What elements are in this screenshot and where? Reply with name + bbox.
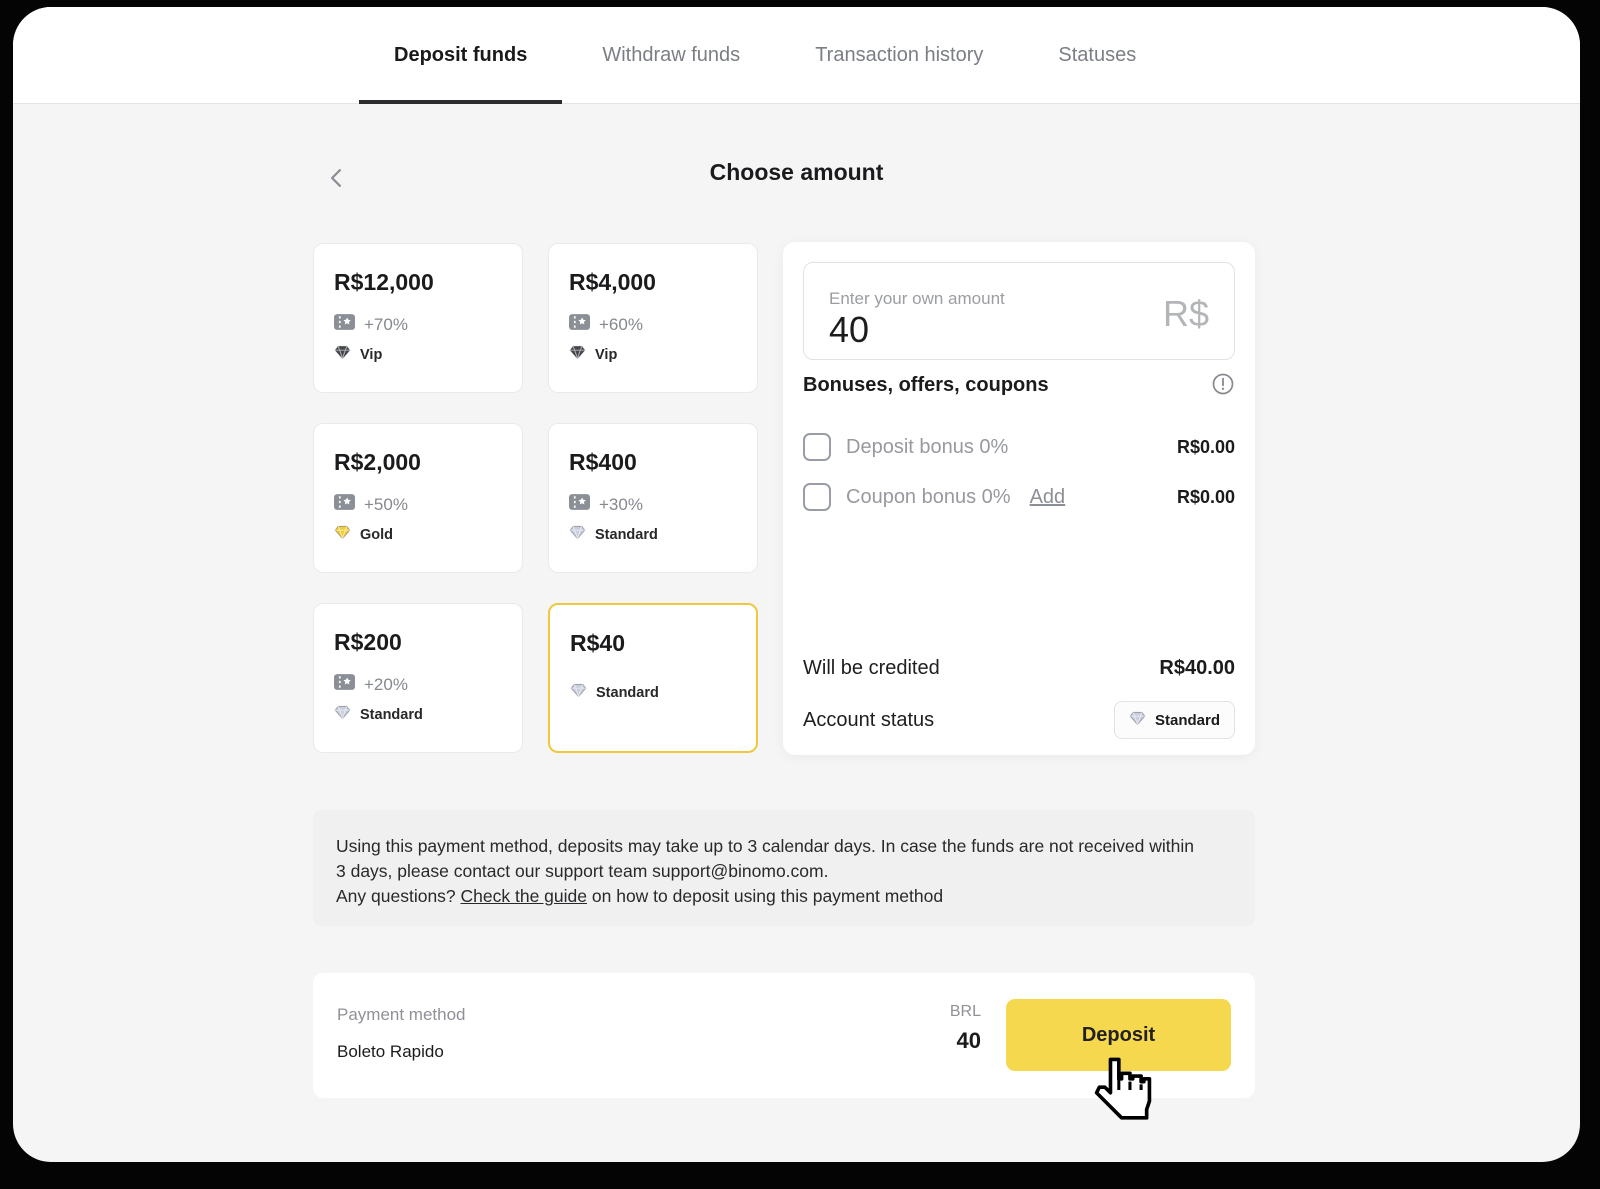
currency-symbol: R$ <box>1162 293 1209 334</box>
credited-value: R$40.00 <box>1159 656 1235 679</box>
own-amount-label: Enter your own amount <box>829 289 1005 308</box>
card-amount: R$2,000 <box>334 449 421 475</box>
notice-text: Using this payment method, deposits may … <box>336 836 1194 881</box>
info-icon[interactable] <box>1211 372 1235 396</box>
tab-bar: Deposit funds Withdraw funds Transaction… <box>13 7 1580 104</box>
notice-question: Any questions? <box>336 886 461 906</box>
diamond-icon <box>334 525 351 541</box>
account-status-badge: Standard <box>1113 701 1235 739</box>
deposit-bonus-checkbox[interactable] <box>803 433 831 461</box>
coupon-bonus-amount: R$0.00 <box>1176 486 1235 507</box>
diamond-icon <box>570 683 587 699</box>
bonus-ticket-icon <box>334 314 355 330</box>
total-amount: 40 <box>956 1028 981 1053</box>
account-status-label: Account status <box>803 708 935 731</box>
tab-withdraw-funds[interactable]: Withdraw funds <box>602 44 741 66</box>
tab-transaction-history[interactable]: Transaction history <box>815 44 984 66</box>
credited-label: Will be credited <box>803 656 940 679</box>
card-bonus: +70% <box>364 314 408 334</box>
own-amount-box[interactable]: Enter your own amount R$ <box>803 262 1235 360</box>
account-status-value: Standard <box>1154 711 1220 729</box>
card-status: Gold <box>360 526 394 543</box>
bonus-ticket-icon <box>569 494 590 510</box>
bonuses-title: Bonuses, offers, coupons <box>803 374 1049 396</box>
card-amount: R$4,000 <box>569 269 656 295</box>
page-title: Choose amount <box>709 159 884 185</box>
bonus-ticket-icon <box>334 494 355 510</box>
coupon-bonus-label: Coupon bonus 0% <box>846 485 1011 508</box>
card-amount: R$12,000 <box>334 269 434 295</box>
card-amount: R$400 <box>569 449 637 475</box>
card-bonus: +20% <box>364 674 408 694</box>
payment-method-value: Boleto Rapido <box>337 1042 444 1061</box>
card-status: Standard <box>360 706 423 723</box>
coupon-add-link[interactable]: Add <box>1029 485 1066 508</box>
own-amount-input[interactable] <box>829 309 1089 351</box>
card-amount: R$200 <box>334 629 402 655</box>
chevron-left-icon <box>331 169 341 187</box>
deposit-bonus-amount: R$0.00 <box>1176 436 1235 457</box>
amount-card-40-selected[interactable]: R$40 Standard <box>548 603 758 753</box>
deposit-bonus-label: Deposit bonus 0% <box>846 435 1009 458</box>
deposit-window: Deposit funds Withdraw funds Transaction… <box>13 7 1580 1162</box>
total-amount-block: BRL 40 <box>950 1003 981 1054</box>
diamond-icon <box>569 345 586 361</box>
payment-notice: Using this payment method, deposits may … <box>313 810 1255 926</box>
card-status: Standard <box>596 684 659 701</box>
diamond-icon <box>334 345 351 361</box>
currency-code: BRL <box>949 1003 981 1020</box>
payment-footer-bar: Payment method Boleto Rapido BRL 40 Depo… <box>313 973 1255 1098</box>
coupon-bonus-checkbox[interactable] <box>803 483 831 511</box>
diamond-icon <box>334 705 351 721</box>
card-bonus: +30% <box>599 494 643 514</box>
amount-card-grid: R$12,000 +70% Vip R$4,000 +60% Vip R$2,0… <box>313 243 758 753</box>
tab-statuses[interactable]: Statuses <box>1058 44 1137 66</box>
card-bonus: +60% <box>599 314 643 334</box>
account-status-row: Account status Standard <box>803 700 1235 740</box>
payment-method-label: Payment method <box>337 1005 466 1024</box>
card-status: Vip <box>360 346 383 363</box>
amount-card-4000[interactable]: R$4,000 +60% Vip <box>548 243 758 393</box>
amount-card-2000[interactable]: R$2,000 +50% Gold <box>313 423 523 573</box>
diamond-icon <box>569 525 586 541</box>
amount-card-12000[interactable]: R$12,000 +70% Vip <box>313 243 523 393</box>
amount-card-400[interactable]: R$400 +30% Standard <box>548 423 758 573</box>
card-bonus: +50% <box>364 494 408 514</box>
deposit-button[interactable]: Deposit <box>1006 999 1231 1071</box>
amount-card-200[interactable]: R$200 +20% Standard <box>313 603 523 753</box>
credited-row: Will be credited R$40.00 <box>803 654 1235 682</box>
check-the-guide-link[interactable]: Check the guide <box>460 886 588 906</box>
card-status: Standard <box>595 526 658 543</box>
back-button[interactable] <box>323 165 349 191</box>
bonus-ticket-icon <box>334 674 355 690</box>
deposit-bonus-row: Deposit bonus 0% R$0.00 <box>803 431 1235 463</box>
bonus-ticket-icon <box>569 314 590 330</box>
tab-deposit-funds[interactable]: Deposit funds <box>358 7 563 104</box>
notice-suffix: on how to deposit using this payment met… <box>587 886 944 906</box>
deposit-summary-panel: Enter your own amount R$ Bonuses, offers… <box>783 242 1255 755</box>
coupon-bonus-row: Coupon bonus 0% Add R$0.00 <box>803 481 1235 513</box>
diamond-icon <box>1129 711 1146 726</box>
card-amount: R$40 <box>570 630 625 656</box>
card-status: Vip <box>595 346 618 363</box>
